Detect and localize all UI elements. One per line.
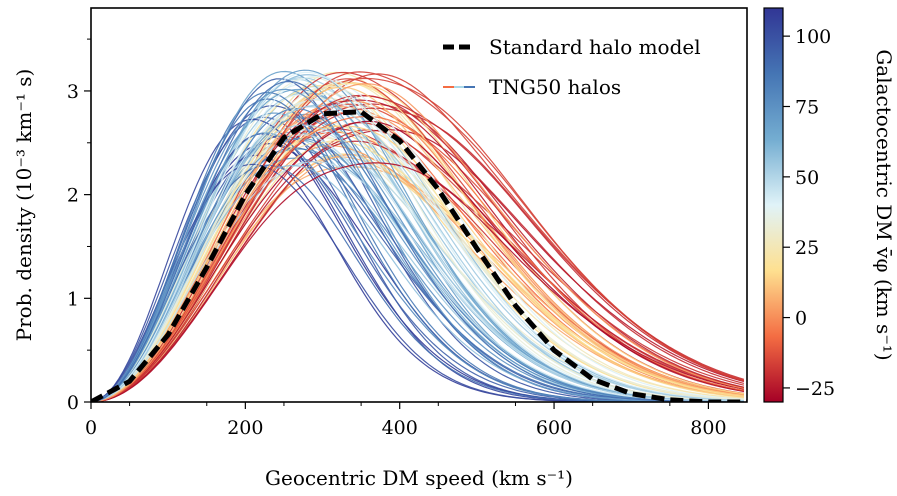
colorbar-tick-label: 100 [795,26,831,48]
x-axis: 0 200 400 600 800 [85,402,727,439]
x-tick-label: 0 [85,417,97,439]
x-tick-label: 400 [382,417,418,439]
x-axis-label: Geocentric DM speed (km s⁻¹) [265,466,573,490]
y-tick-label: 1 [67,288,79,310]
colorbar-ticks: −25 0 25 50 75 100 [783,26,835,400]
colorbar-tick-label: 50 [795,167,819,189]
y-tick-label: 3 [67,81,79,103]
y-axis-label: Prob. density (10⁻³ km⁻¹ s) [12,69,36,342]
colorbar-tick-label: 25 [795,237,819,259]
y-tick-label: 2 [67,185,79,207]
legend-label-tng50-halos: TNG50 halos [489,75,621,99]
y-tick-label: 0 [67,392,79,414]
colorbar-label: Galactocentric DM v̄φ (km s⁻¹) [872,49,896,360]
colorbar-gradient [764,8,783,402]
colorbar: −25 0 25 50 75 100 Galactocentric DM v̄φ (km … [764,8,896,402]
colorbar-tick-label: 0 [795,308,807,330]
colorbar-tick-label: −25 [795,378,835,400]
legend-label-standard-halo-model: Standard halo model [489,35,701,59]
x-tick-label: 600 [536,417,572,439]
x-tick-label: 200 [227,417,263,439]
y-axis: 0 1 2 3 [67,39,91,414]
x-tick-label: 800 [690,417,726,439]
colorbar-tick-label: 75 [795,97,819,119]
